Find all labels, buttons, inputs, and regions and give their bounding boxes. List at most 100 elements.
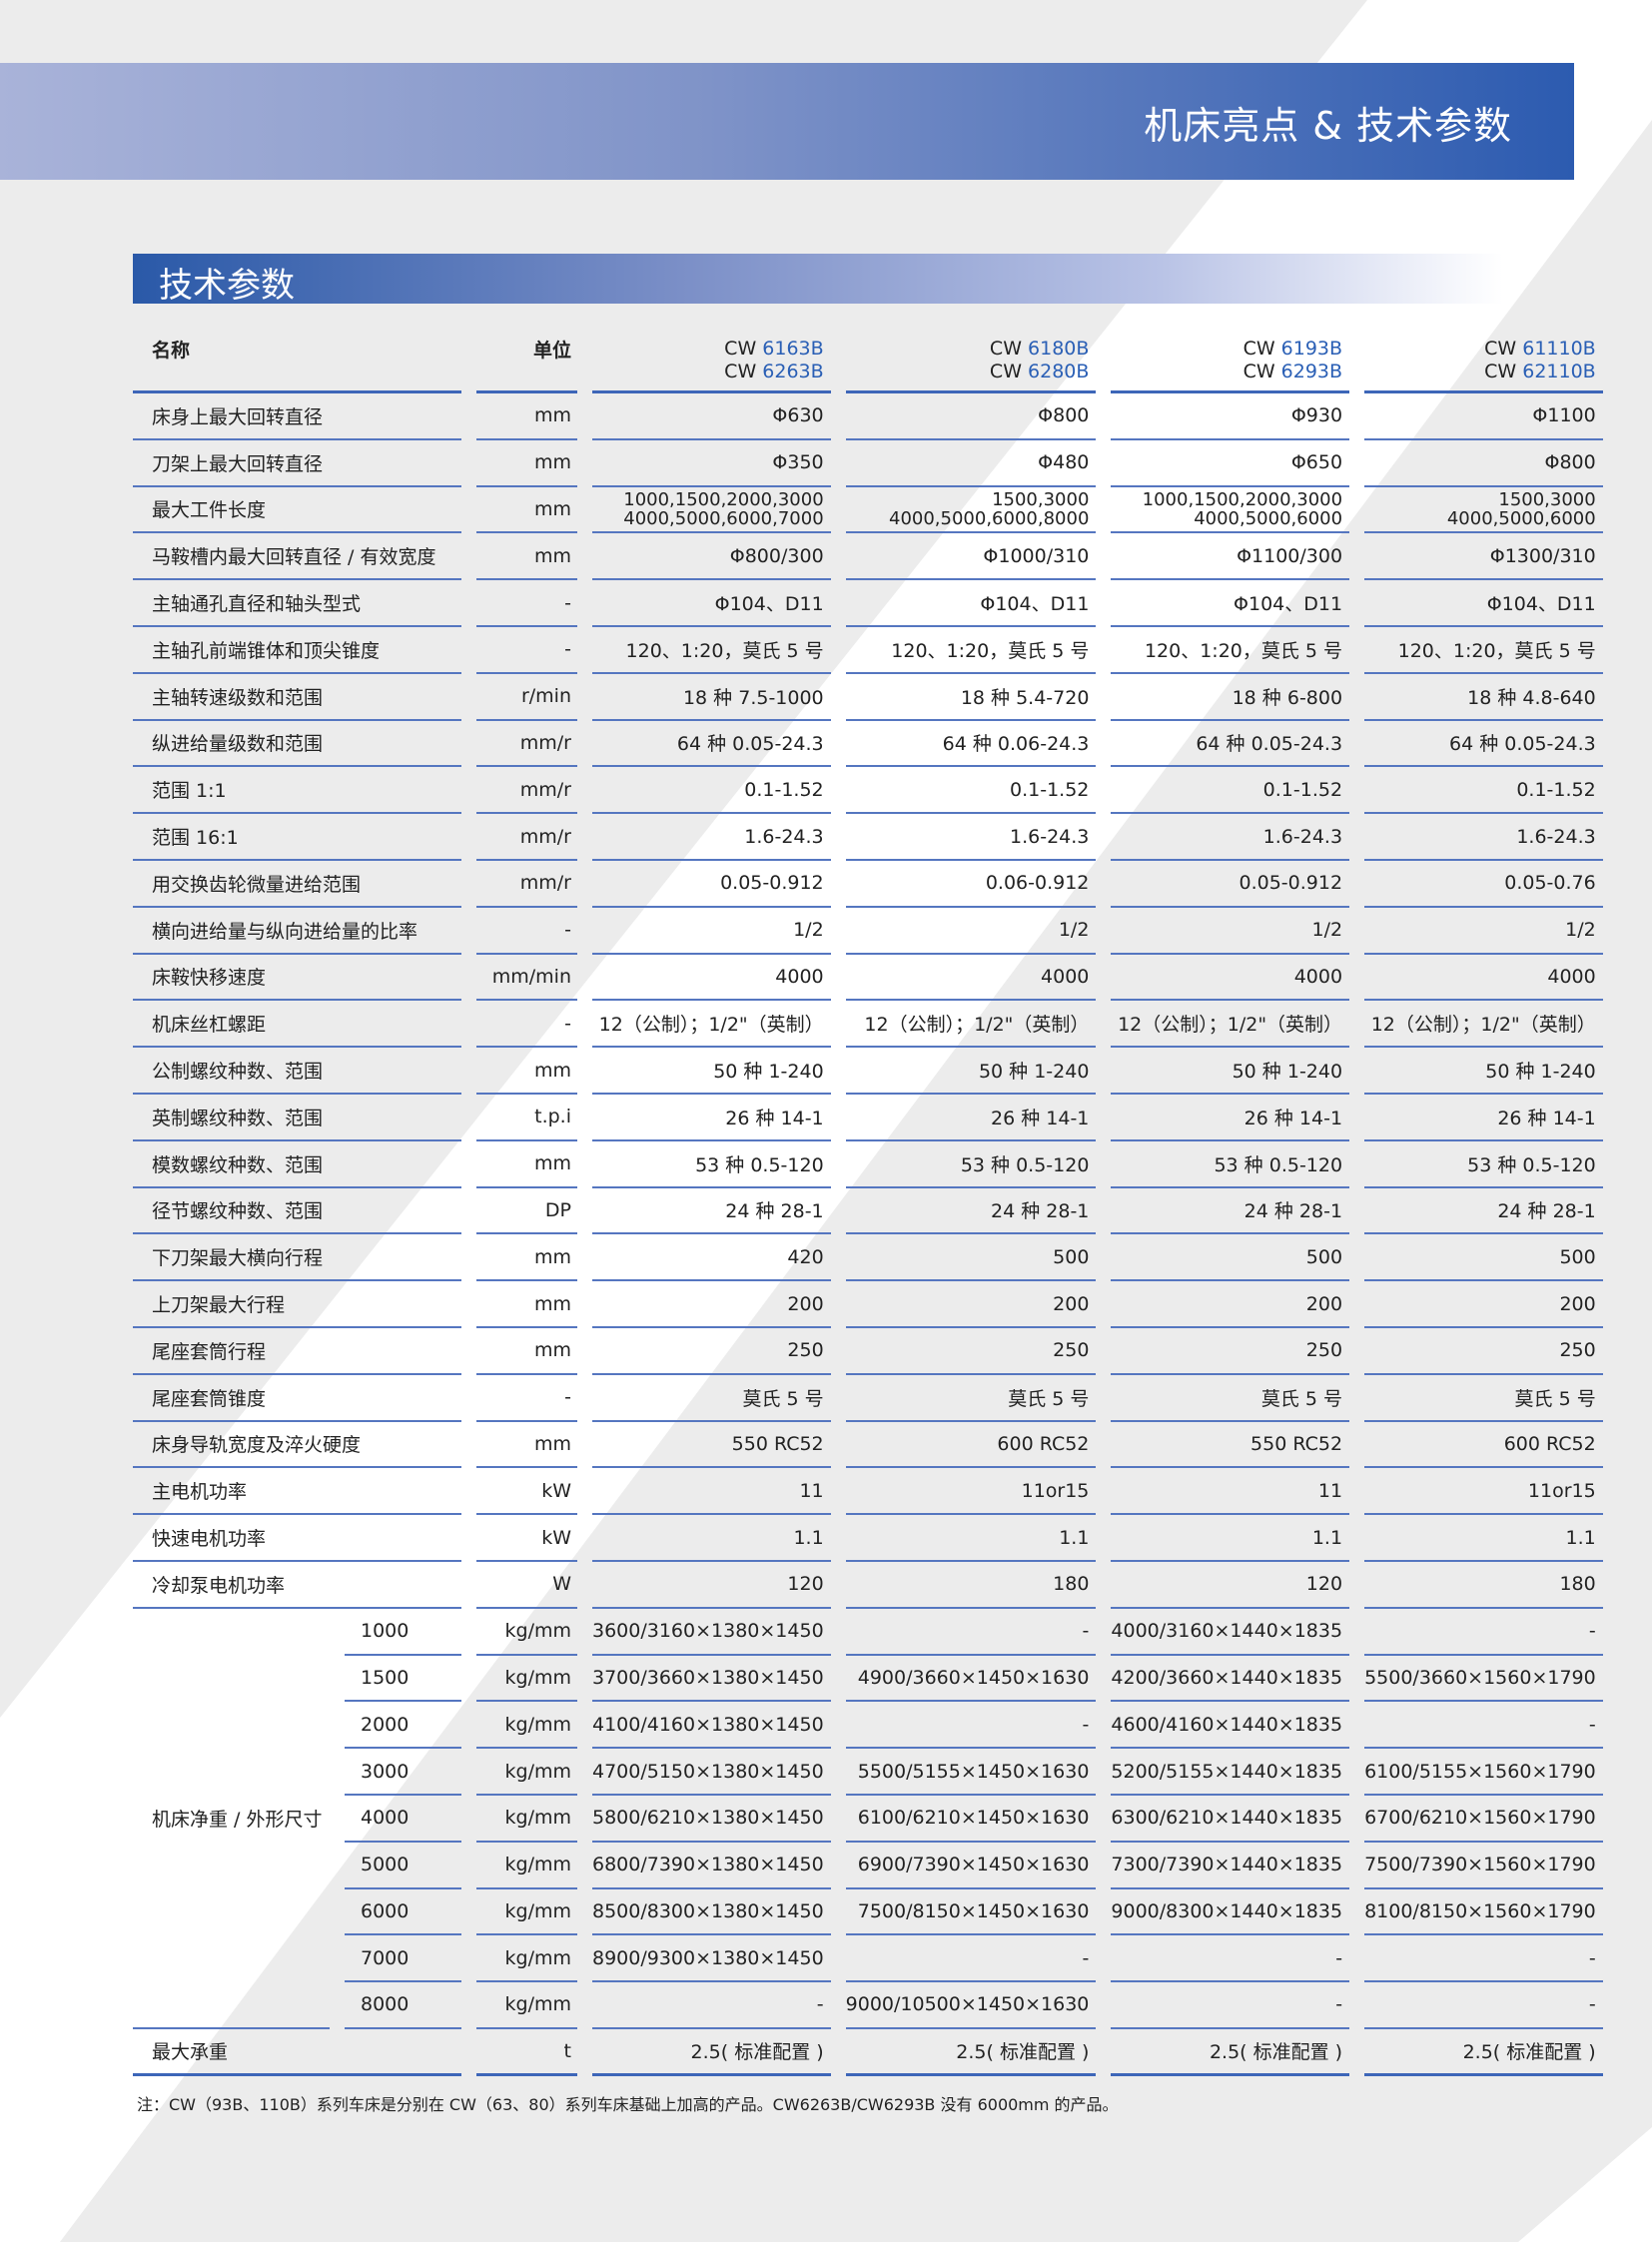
value-cell: 3600/3160×1380×1450 [592, 1609, 831, 1656]
value-cell: 120 [1111, 1562, 1350, 1609]
value-cell: 200 [845, 1281, 1097, 1328]
row-name: 最大工件长度 [133, 487, 461, 534]
row-unit: kg/mm [476, 1889, 577, 1936]
value-cell: - [1111, 1982, 1350, 2029]
value-cell: 50 种 1-240 [1364, 1048, 1603, 1095]
value-cell: 24 种 28-1 [1111, 1188, 1350, 1235]
value-cell: 0.05-0.912 [592, 861, 831, 908]
model-prefix: CW [989, 338, 1029, 360]
row-name: 尾座套筒锥度 [133, 1375, 461, 1422]
value-cell: 0.1-1.52 [1111, 767, 1350, 815]
model-prefix: CW [989, 361, 1029, 382]
table-row: 下刀架最大横向行程 mm 420 500 500 500 [133, 1234, 1603, 1282]
row-unit: mm [476, 487, 577, 534]
table-row: 英制螺纹种数、范围 t.p.i 26 种 14-1 26 种 14-1 26 种 14-… [133, 1095, 1603, 1141]
value-cell: 600 RC52 [1364, 1422, 1603, 1469]
model-number: 6263B [762, 361, 824, 382]
row-unit: kg/mm [476, 1656, 577, 1703]
value-cell: 24 种 28-1 [1364, 1188, 1603, 1235]
value-cell: 550 RC52 [1111, 1422, 1350, 1469]
row-unit: mm [476, 393, 577, 440]
row-unit: kg/mm [476, 1843, 577, 1889]
value-cell: 5500/3660×1560×1790 [1364, 1656, 1603, 1703]
row-name: 英制螺纹种数、范围 [133, 1095, 461, 1141]
row-name: 模数螺纹种数、范围 [133, 1141, 461, 1188]
table-row: 冷却泵电机功率 W 120 180 120 180 [133, 1562, 1603, 1609]
row-unit: mm [476, 1234, 577, 1282]
value-cell: Φ800 [1364, 440, 1603, 487]
section-title: 技术参数 [159, 266, 295, 306]
value-line: 4000,5000,6000,7000 [623, 507, 824, 529]
bed-length: 7000 [345, 1935, 461, 1983]
value-cell: 64 种 0.06-24.3 [845, 721, 1097, 768]
value-cell: Φ650 [1111, 440, 1350, 487]
table-row: 公制螺纹种数、范围 mm 50 种 1-240 50 种 1-240 50 种 1-24… [133, 1048, 1603, 1095]
value-cell: 64 种 0.05-24.3 [592, 721, 831, 768]
value-cell: 64 种 0.05-24.3 [1111, 721, 1350, 768]
bed-length: 6000 [345, 1889, 461, 1936]
value-cell: 2.5( 标准配置 ) [845, 2029, 1097, 2076]
value-cell: Φ930 [1111, 393, 1350, 440]
value-line: 1000,1500,2000,3000 [1142, 488, 1343, 510]
value-cell: 420 [592, 1234, 831, 1282]
value-cell: 莫氏 5 号 [592, 1375, 831, 1422]
header-model: CW 6193B CW 6293B [1111, 330, 1350, 393]
value-cell: 8900/9300×1380×1450 [592, 1935, 831, 1983]
table-row: 马鞍槽内最大回转直径 / 有效宽度 mm Φ800/300 Φ1000/310 Φ110… [133, 533, 1603, 581]
value-cell: - [1364, 1935, 1603, 1983]
value-cell: 120、1:20，莫氏 5 号 [1111, 627, 1350, 674]
header-model: CW 6163B CW 6263B [592, 330, 831, 393]
value-cell: 120、1:20，莫氏 5 号 [845, 627, 1097, 674]
value-cell: 200 [592, 1281, 831, 1328]
value-cell: 1/2 [1111, 908, 1350, 955]
model-number: 6280B [1028, 361, 1090, 382]
table-row: 范围 1:1 mm/r 0.1-1.52 0.1-1.52 0.1-1.52 0.1-1.… [133, 767, 1603, 815]
footnote: 注：CW（93B、110B）系列车床是分别在 CW（63、80）系列车床基础上加… [137, 2095, 1119, 2114]
row-unit: mm [476, 1141, 577, 1188]
value-cell: 5800/6210×1380×1450 [592, 1796, 831, 1843]
header-model: CW 61110B CW 62110B [1364, 330, 1603, 393]
value-cell: 4000/3160×1440×1835 [1111, 1609, 1350, 1656]
table-row: 尾座套筒行程 mm 250 250 250 250 [133, 1328, 1603, 1375]
value-cell: 180 [1364, 1562, 1603, 1609]
value-cell: 18 种 4.8-640 [1364, 674, 1603, 721]
value-cell: 6100/5155×1560×1790 [1364, 1749, 1603, 1796]
value-cell: 1.1 [592, 1515, 831, 1562]
row-unit: mm/r [476, 861, 577, 908]
row-name: 马鞍槽内最大回转直径 / 有效宽度 [133, 533, 461, 581]
bed-length: 1000 [345, 1609, 461, 1656]
value-cell: 7300/7390×1440×1835 [1111, 1843, 1350, 1889]
value-cell: 0.1-1.52 [845, 767, 1097, 815]
model-number: 61110B [1522, 338, 1596, 360]
table-row: 尾座套筒锥度 - 莫氏 5 号莫氏 5 号莫氏 5 号莫氏 5 号 [133, 1375, 1603, 1422]
row-unit: kg/mm [476, 1609, 577, 1656]
bed-length: 1500 [345, 1656, 461, 1703]
value-cell: 5200/5155×1440×1835 [1111, 1749, 1350, 1796]
value-cell: 1.1 [1111, 1515, 1350, 1562]
value-cell: 8500/8300×1380×1450 [592, 1889, 831, 1936]
value-cell: 6300/6210×1440×1835 [1111, 1796, 1350, 1843]
weight-row: 机床净重 / 外形尺寸 1000 kg/mm 3600/3160×1380×1450-… [133, 1609, 1603, 2029]
value-cell: - [845, 1609, 1097, 1656]
value-cell: 1500,3000 4000,5000,6000,8000 [845, 487, 1097, 534]
value-cell: 120 [592, 1562, 831, 1609]
row-unit: kg/mm [476, 1702, 577, 1750]
value-cell: 6100/6210×1450×1630 [845, 1796, 1097, 1843]
value-cell: 3700/3660×1380×1450 [592, 1656, 831, 1703]
value-cell: Φ350 [592, 440, 831, 487]
value-line: 1000,1500,2000,3000 [623, 488, 824, 510]
value-line: 1500,3000 [1498, 488, 1596, 510]
row-name: 尾座套筒行程 [133, 1328, 461, 1375]
value-cell: 8100/8150×1560×1790 [1364, 1889, 1603, 1936]
value-cell: 4000 [1111, 955, 1350, 1002]
value-cell: 53 种 0.5-120 [1364, 1141, 1603, 1188]
value-cell: 11 [1111, 1468, 1350, 1516]
value-cell: 26 种 14-1 [592, 1095, 831, 1141]
model-prefix: CW [1484, 338, 1523, 360]
value-cell: 6700/6210×1560×1790 [1364, 1796, 1603, 1843]
table-row: 快速电机功率 kW 1.1 1.1 1.1 1.1 [133, 1515, 1603, 1562]
value-cell: 180 [845, 1562, 1097, 1609]
value-cell: 11or15 [845, 1468, 1097, 1516]
spec-table: 名称 单位 CW 6163B CW 6263B CW 6180B CW 6280B CW 6… [118, 330, 1618, 2076]
